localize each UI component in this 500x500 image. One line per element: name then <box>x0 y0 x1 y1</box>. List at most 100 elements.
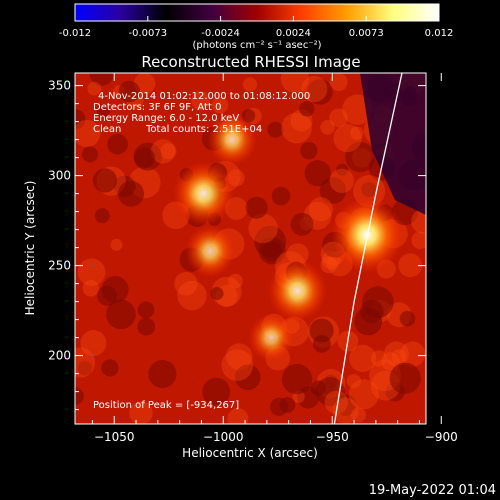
texture-speckle <box>324 390 348 414</box>
y-tick-label: 250 <box>48 259 71 273</box>
texture-speckle <box>137 301 155 319</box>
texture-speckle <box>309 318 334 343</box>
texture-speckle <box>270 397 289 416</box>
y-axis-label: Heliocentric Y (arcsec) <box>23 181 37 316</box>
x-tick-label: −900 <box>425 430 458 444</box>
dark-region <box>360 73 426 215</box>
emission-sources <box>173 113 404 362</box>
colorbar-tick-label: 0.012 <box>425 28 454 39</box>
texture-speckle <box>281 112 312 144</box>
texture-speckle <box>319 177 347 204</box>
x-tick-label: −950 <box>316 430 349 444</box>
emission-source <box>248 313 294 362</box>
texture-speckle <box>129 401 153 424</box>
texture-speckle <box>227 408 249 424</box>
texture-speckle <box>191 91 211 111</box>
texture-speckle <box>202 377 231 406</box>
colorbar-ticks: -0.012 -0.0073 -0.0024 0.0024 0.0073 0.012 <box>59 16 453 39</box>
texture-speckle <box>370 350 387 367</box>
annotation-time: 4-Nov-2014 01:02:12.000 to 01:08:12.000 <box>98 91 310 102</box>
texture-speckle <box>300 142 318 160</box>
texture-speckle <box>134 147 155 169</box>
texture-speckle <box>106 299 136 330</box>
texture-speckle <box>235 364 261 391</box>
texture-speckle <box>348 379 379 410</box>
texture-speckle <box>148 359 177 389</box>
texture-speckle <box>89 73 114 86</box>
texture-speckle <box>315 377 345 407</box>
colorbar-unit-label: (photons cm⁻² s⁻¹ asec⁻²) <box>192 40 321 51</box>
y-tick-label: 200 <box>48 349 71 363</box>
axes: −1050 −1000 −950 −900 200 250 300 350 <box>48 73 458 444</box>
texture-speckle <box>307 79 333 105</box>
texture-speckle <box>211 96 229 114</box>
peak-label: Position of Peak = [-934,267] <box>93 400 239 411</box>
texture-speckle <box>349 344 377 372</box>
texture-speckle <box>107 133 128 155</box>
texture-speckle <box>333 124 362 153</box>
texture-speckle <box>110 238 123 251</box>
texture-speckle <box>82 280 100 297</box>
texture-speckle <box>304 160 331 187</box>
texture-speckle <box>94 208 110 224</box>
texture-speckle <box>177 280 207 311</box>
annotations: 4-Nov-2014 01:02:12.000 to 01:08:12.000 … <box>93 91 310 411</box>
texture-speckle <box>150 139 176 164</box>
texture-speckle <box>312 334 331 353</box>
texture-speckle <box>96 104 110 118</box>
colorbar-gradient <box>74 3 440 22</box>
texture-speckle <box>320 120 335 135</box>
texture-speckle <box>160 143 177 160</box>
colorbar-tick-label: -0.012 <box>59 28 91 39</box>
texture-speckle <box>280 73 309 93</box>
texture-speckle <box>301 75 328 103</box>
texture-speckle <box>400 341 426 367</box>
texture-speckle <box>351 407 366 423</box>
annotation-detectors: Detectors: 3F 6F 9F, Att 0 <box>93 102 221 113</box>
annotation-clean: Clean <box>93 124 121 135</box>
texture-speckle <box>398 253 423 278</box>
texture-speckle <box>118 180 144 207</box>
solar-limb <box>333 73 403 424</box>
texture-speckle <box>411 208 426 234</box>
texture-speckle <box>391 349 406 364</box>
x-axis-label: Heliocentric X (arcsec) <box>182 446 318 460</box>
texture-speckle <box>345 142 376 173</box>
texture-speckle <box>281 363 313 395</box>
texture-speckle <box>75 120 101 148</box>
colorbar-tick-label: -0.0073 <box>128 28 167 39</box>
texture-speckle <box>346 373 361 389</box>
texture-speckle <box>354 307 383 336</box>
texture-speckle <box>81 146 98 163</box>
x-tick-label: −1000 <box>203 430 244 444</box>
texture-speckle <box>361 182 377 198</box>
emission-source <box>173 161 235 226</box>
texture-speckle <box>118 80 141 103</box>
texture-speckle <box>350 126 364 140</box>
texture-speckle <box>329 73 348 92</box>
texture-speckle <box>411 231 426 250</box>
colorbar-tick-label: -0.0024 <box>201 28 240 39</box>
x-tick-label: −1050 <box>94 430 135 444</box>
colorbar: -0.012 -0.0073 -0.0024 0.0024 0.0073 0.012 (p… <box>59 3 453 51</box>
texture-speckle <box>75 347 96 378</box>
texture-speckle <box>101 359 119 377</box>
texture-speckle <box>228 273 243 289</box>
footer-date: 19-May-2022 01:04 <box>369 483 496 498</box>
texture-speckle <box>267 121 284 138</box>
y-tick-label: 300 <box>48 169 71 183</box>
annotation-energy: Energy Range: 6.0 - 12.0 keV <box>93 113 239 124</box>
texture-speckle <box>77 258 106 287</box>
colorbar-tick-label: 0.0073 <box>349 28 384 39</box>
texture-speckle <box>242 77 257 92</box>
texture-speckle <box>299 101 315 117</box>
texture-speckle <box>384 341 409 367</box>
texture-speckle <box>77 361 92 376</box>
emission-source <box>185 224 236 278</box>
texture-speckle <box>389 362 421 394</box>
texture-speckle <box>92 168 117 193</box>
texture-speckle <box>286 243 309 266</box>
texture-speckle <box>381 352 400 371</box>
texture-speckle <box>245 196 268 219</box>
